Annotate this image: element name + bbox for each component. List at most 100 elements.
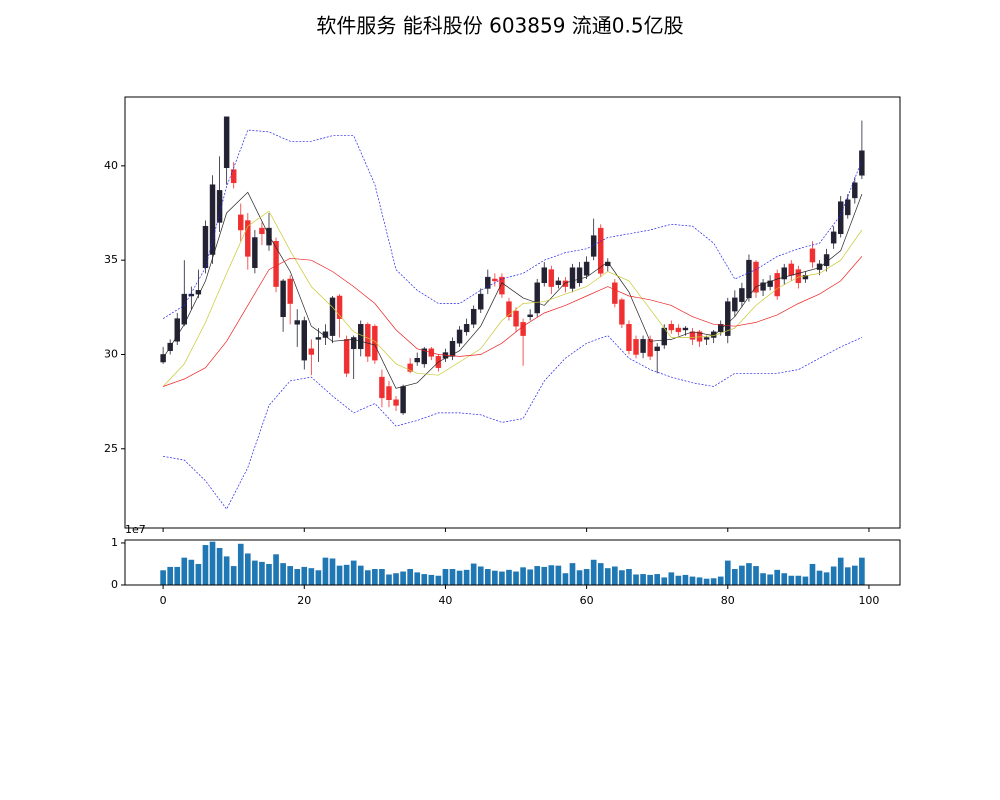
candle-body	[463, 324, 470, 333]
volume-bar	[477, 566, 484, 585]
candle-body	[259, 227, 265, 235]
candle-body	[329, 297, 336, 336]
volume-bar	[379, 569, 385, 585]
candle-body	[647, 339, 653, 357]
candle-body	[336, 295, 343, 319]
volume-bar	[859, 557, 865, 585]
candle-body	[823, 254, 830, 267]
candle-body	[506, 301, 512, 317]
volume-bar	[732, 569, 738, 585]
volume-bar	[223, 556, 230, 585]
volume-bar	[456, 570, 463, 585]
candle-body	[830, 231, 837, 244]
volume-bar	[449, 569, 456, 585]
candle-body	[520, 322, 526, 336]
candle-body	[654, 346, 660, 351]
volume-bar	[647, 574, 653, 585]
volume-bar	[442, 569, 449, 585]
volume-bar	[160, 570, 166, 585]
volume-bar	[428, 574, 435, 585]
volume-bar	[294, 569, 301, 585]
volume-bar	[604, 568, 611, 585]
candle-body	[181, 293, 188, 325]
indicator-line	[162, 256, 863, 387]
volume-bar	[583, 569, 590, 585]
y-tick-label: 40	[104, 159, 118, 172]
y-tick-label: 25	[104, 442, 118, 455]
volume-bar	[675, 575, 682, 585]
x-tick-label: 20	[297, 594, 311, 607]
x-tick-label: 0	[160, 594, 167, 607]
indicator-line	[162, 210, 863, 387]
volume-bar	[626, 569, 632, 585]
candle-body	[499, 276, 505, 295]
volume-bar	[823, 572, 830, 585]
candle-body	[548, 269, 555, 287]
volume-bar	[259, 561, 265, 585]
volume-bar	[562, 573, 569, 585]
volume-bar	[188, 559, 195, 585]
candle-body	[845, 199, 851, 216]
volume-bar	[202, 545, 209, 585]
volume-bar	[174, 566, 181, 585]
candle-body	[513, 310, 519, 327]
x-tick-label: 80	[721, 594, 735, 607]
y-tick-label: 30	[104, 347, 118, 360]
volume-bar	[308, 568, 315, 585]
volume-bar	[322, 557, 329, 585]
volume-bar	[513, 571, 519, 585]
indicator-line	[162, 129, 863, 319]
candle-body	[668, 324, 675, 331]
volume-bar	[640, 574, 646, 585]
candle-body	[456, 329, 463, 344]
volume-bar	[830, 566, 837, 585]
volume-bar	[746, 563, 752, 585]
candle-body	[308, 348, 315, 355]
candle-body	[343, 339, 350, 374]
volume-bar	[407, 569, 413, 585]
volume-bar	[357, 565, 364, 585]
candle-body	[562, 280, 569, 287]
volume-bar	[527, 569, 533, 585]
volume-bar	[739, 565, 745, 585]
volume-bar	[597, 563, 604, 585]
volume-bar	[576, 570, 583, 585]
candle-body	[689, 331, 696, 340]
candle-body	[294, 320, 300, 325]
volume-bar	[266, 563, 272, 585]
candle-body	[682, 327, 689, 331]
volume-bar	[492, 570, 498, 585]
candle-body	[612, 282, 618, 304]
volume-bar	[774, 569, 781, 585]
volume-bar	[280, 563, 286, 585]
candle-body	[767, 280, 773, 287]
volume-bar	[569, 563, 576, 585]
volume-bar	[350, 560, 357, 585]
candle-body	[485, 276, 491, 289]
candle-body	[174, 318, 180, 342]
indicator-line	[163, 335, 863, 510]
volume-bar	[724, 560, 731, 585]
volume-bar	[273, 554, 279, 585]
volume-bar	[717, 576, 724, 585]
candle-body	[372, 325, 378, 361]
candle-body	[195, 290, 202, 295]
candle-body	[816, 263, 823, 270]
volume-bar	[506, 569, 512, 585]
candle-body	[725, 301, 731, 336]
volume-bar	[689, 576, 696, 585]
x-tick-label: 40	[438, 594, 452, 607]
volume-bar	[315, 570, 322, 585]
volume-bar	[463, 569, 470, 585]
volume-bar	[244, 553, 251, 585]
candle-body	[245, 220, 251, 257]
candle-body	[746, 259, 752, 299]
candle-body	[230, 169, 237, 184]
volume-bar	[343, 564, 350, 585]
axes-frame	[124, 539, 901, 586]
candle-body	[365, 324, 371, 357]
candle-body	[160, 354, 166, 363]
candle-body	[287, 278, 293, 304]
volume-bar	[329, 558, 336, 585]
